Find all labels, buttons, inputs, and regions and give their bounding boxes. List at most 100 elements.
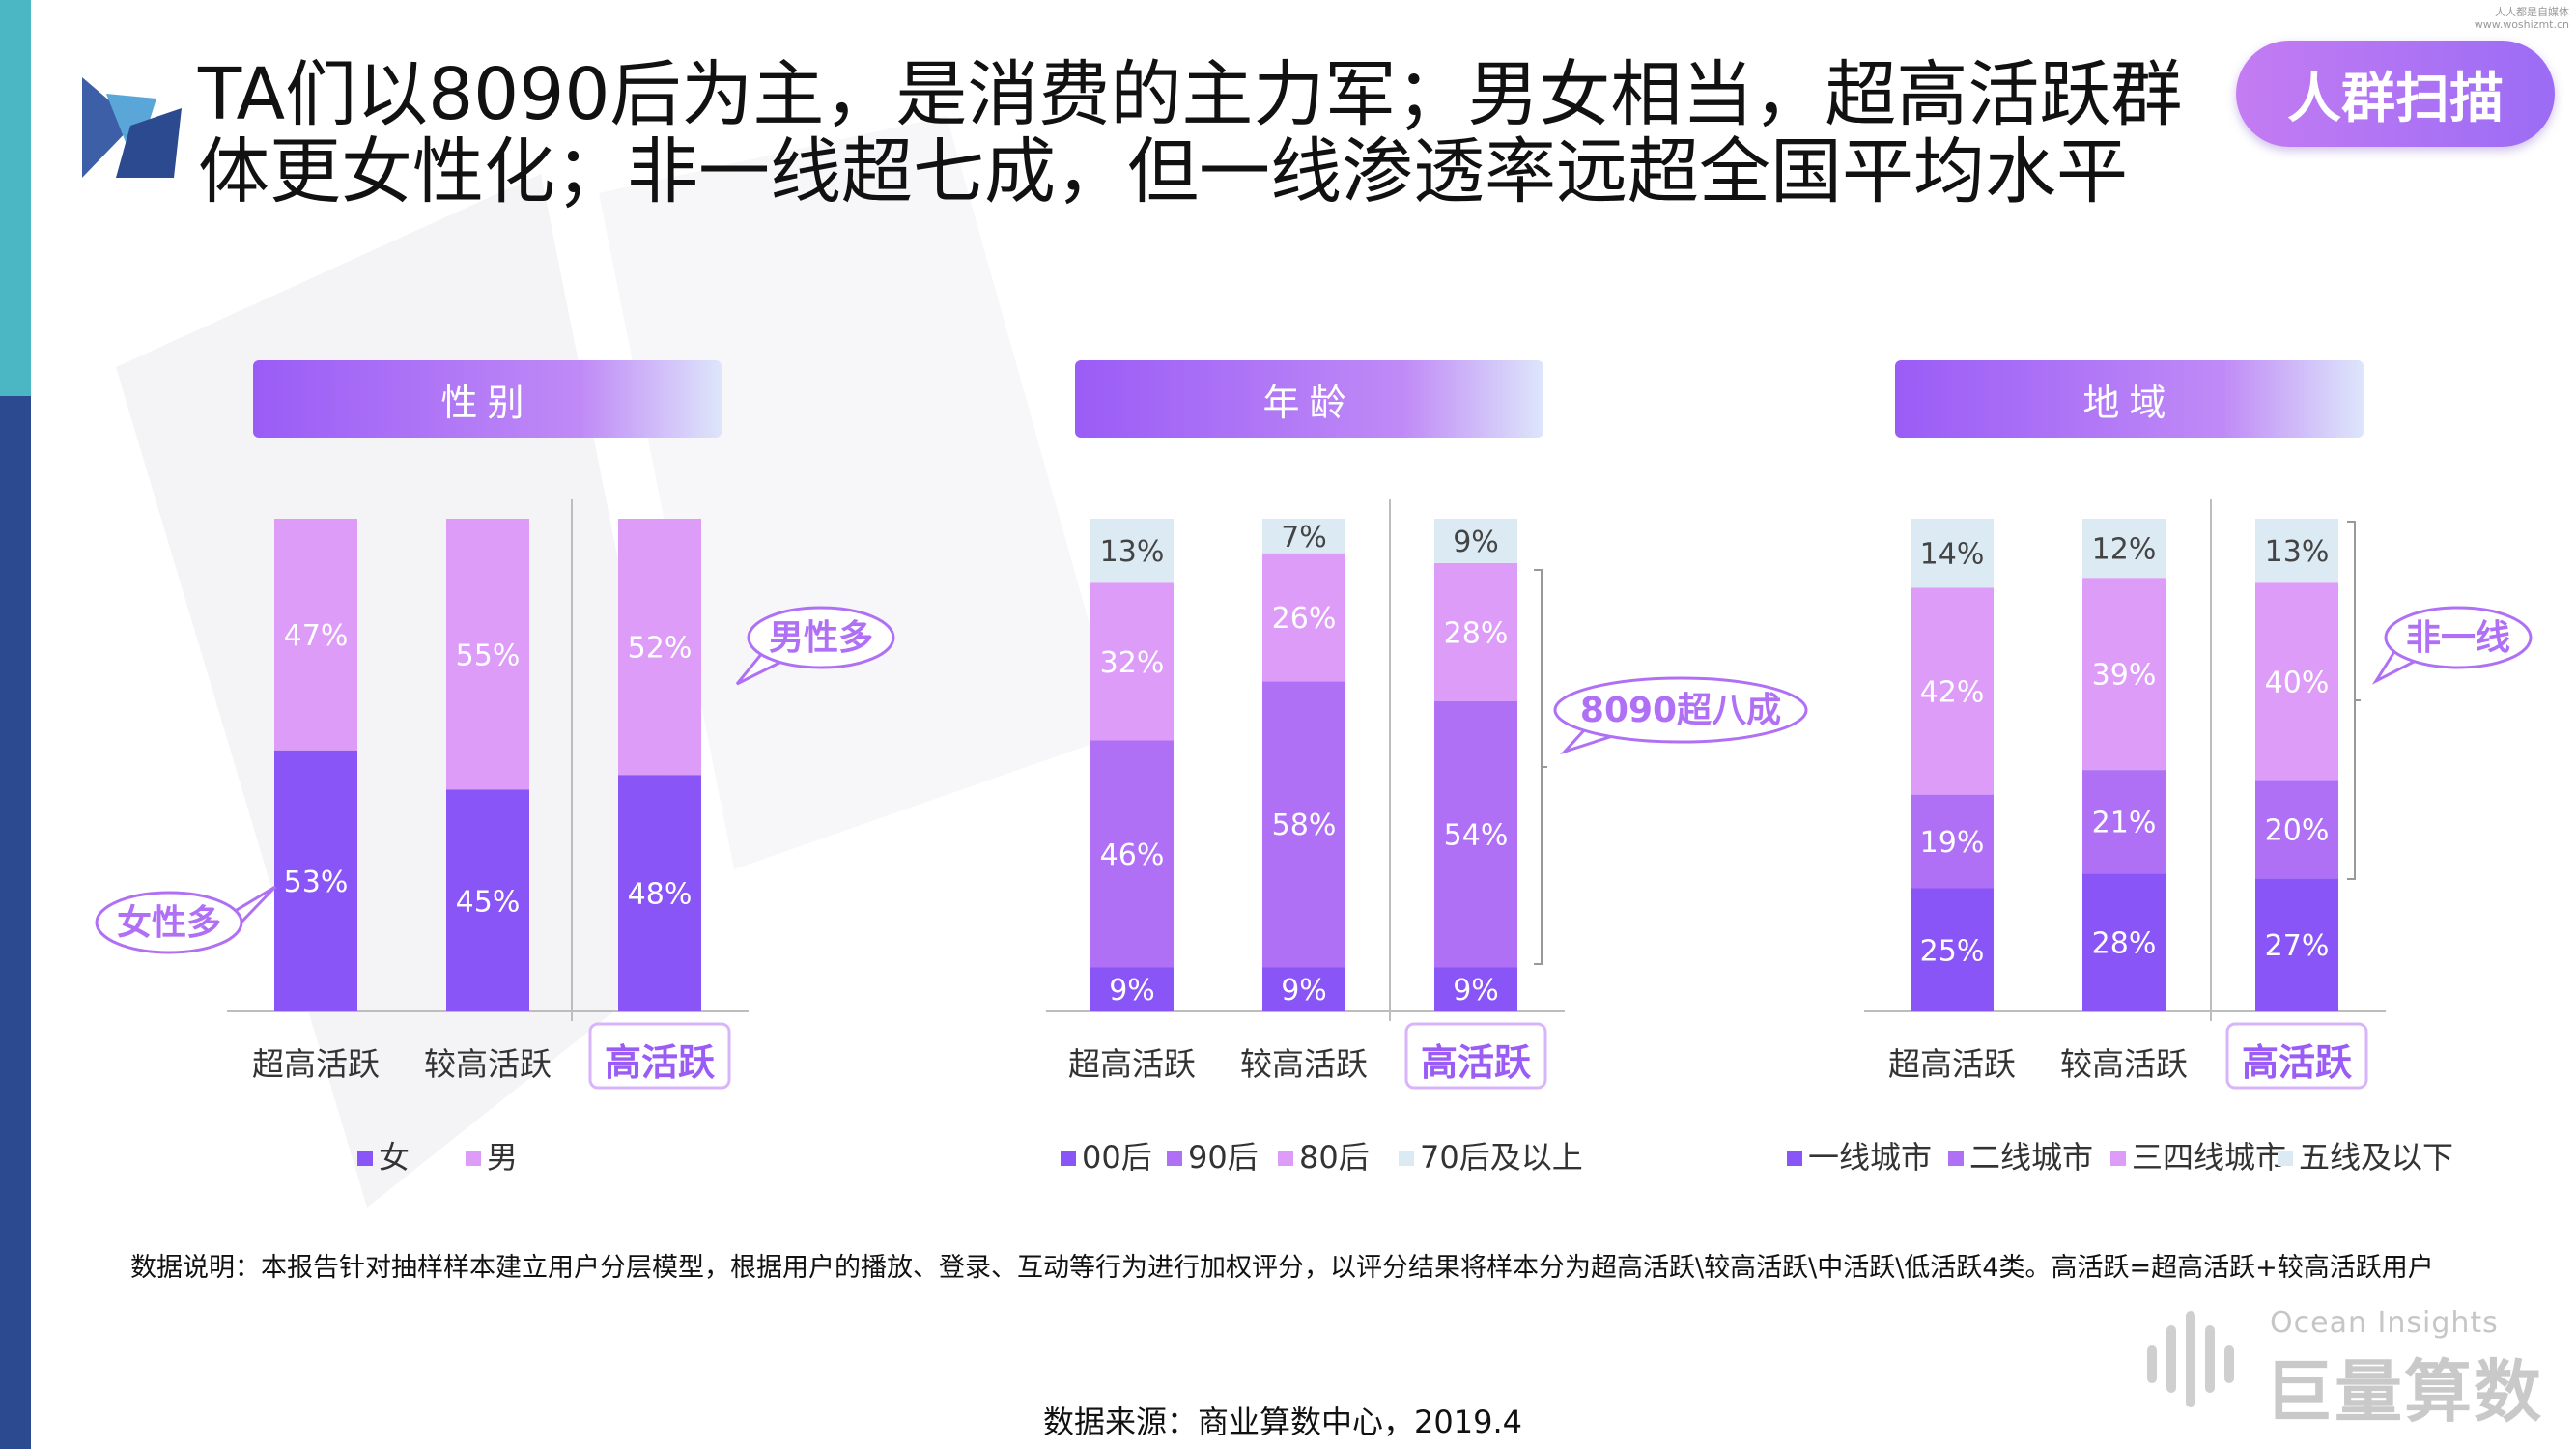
chart-region: 25% 19% 42% 14% 超高活跃 28% 21% 39% 12% 较高活跃 27% 20% 40… xyxy=(1787,499,2453,1176)
data-label: 42% xyxy=(1920,676,1985,710)
data-label: 58% xyxy=(1272,809,1337,842)
data-label: 46% xyxy=(1100,838,1165,872)
data-label: 54% xyxy=(1444,818,1509,852)
legend-label: 一线城市 xyxy=(1808,1139,1932,1176)
panel-header-age: 年龄 xyxy=(1075,360,1543,438)
data-label: 20% xyxy=(2265,813,2330,847)
bar-segment xyxy=(274,750,357,1011)
category-tick-label: 高活跃 xyxy=(2242,1041,2353,1084)
watermark-line2: www.woshizmt.cn xyxy=(2474,18,2569,31)
data-note: 数据说明：本报告针对抽样样本建立用户分层模型，根据用户的播放、登录、互动等行为进… xyxy=(130,1253,2434,1283)
bar-segment xyxy=(1090,582,1174,741)
legend-swatch xyxy=(1787,1151,1802,1166)
highlight-category-box xyxy=(2225,1022,2368,1090)
legend-label: 70后及以上 xyxy=(1420,1139,1583,1176)
data-label: 53% xyxy=(284,866,349,899)
category-tick-label: 超高活跃 xyxy=(1888,1045,2016,1083)
data-label: 9% xyxy=(1453,974,1499,1008)
bar-segment xyxy=(2082,770,2166,874)
legend-label: 女 xyxy=(379,1139,410,1176)
legend-swatch xyxy=(1278,1151,1293,1166)
bar-segment xyxy=(446,519,529,790)
data-label: 55% xyxy=(456,639,521,672)
bar-segment xyxy=(1434,562,1517,701)
data-label: 21% xyxy=(2092,807,2157,840)
panel-header-gender: 性别 xyxy=(253,360,722,438)
callout-female-more: 女性多 xyxy=(95,885,277,954)
category-tick-label: 高活跃 xyxy=(1421,1041,1532,1084)
bar-segment xyxy=(1262,519,1345,554)
legend-label: 五线及以下 xyxy=(2299,1139,2453,1176)
bar-segment xyxy=(618,519,701,776)
left-accent-strip-top xyxy=(0,0,31,396)
watermark-line1: 人人都是自媒体 xyxy=(2495,6,2569,18)
data-label: 48% xyxy=(628,878,693,912)
bar-segment xyxy=(274,519,357,751)
callout-text: 女性多 xyxy=(117,903,221,943)
data-label: 28% xyxy=(2092,927,2157,961)
bar-segment xyxy=(1262,681,1345,968)
data-label: 27% xyxy=(2265,929,2330,963)
data-label: 39% xyxy=(2092,659,2157,693)
bar-segment xyxy=(2255,878,2338,1011)
callout-text: 男性多 xyxy=(769,618,873,658)
left-accent-strip-bottom xyxy=(0,396,31,1449)
bar-segment xyxy=(1911,587,1994,795)
ocean-insights-logo-icon xyxy=(2147,1311,2234,1407)
category-tick-label: 高活跃 xyxy=(605,1041,716,1084)
callout-male-more: 男性多 xyxy=(735,606,895,686)
data-label: 9% xyxy=(1453,526,1499,559)
callout-text: 非一线 xyxy=(2406,618,2510,658)
bar-segment xyxy=(2082,519,2166,579)
callout-non-tier1: 非一线 xyxy=(2371,606,2533,685)
data-label: 13% xyxy=(1100,535,1165,569)
chart-age: 9% 46% 32% 13% 超高活跃 9% 58% 26% 7% 较高活跃 9% 54% 28% 9% 高… xyxy=(1046,499,1583,1176)
section-badge: 人群扫描 xyxy=(2236,41,2555,147)
page-title: TA们以8090后为主，是消费的主力军；男女相当，超高活跃群 体更女性化；非一线… xyxy=(198,53,2183,213)
data-label: 19% xyxy=(1920,826,1985,860)
legend-label: 二线城市 xyxy=(1969,1139,2093,1176)
category-tick-label: 较高活跃 xyxy=(1240,1045,1368,1083)
data-label: 13% xyxy=(2265,535,2330,569)
bracket-non-tier1 xyxy=(2347,521,2361,880)
legend-swatch xyxy=(1061,1151,1076,1166)
logo-text-chinese: 巨量算数 xyxy=(2265,1352,2543,1432)
bar-segment xyxy=(1434,519,1517,563)
data-label: 12% xyxy=(2092,533,2157,567)
bar-segment xyxy=(1911,794,1994,889)
bar-segment xyxy=(2082,578,2166,771)
data-label: 14% xyxy=(1920,538,1985,572)
legend-swatch xyxy=(1399,1151,1414,1166)
category-tick-label: 超高活跃 xyxy=(1068,1045,1196,1083)
data-label: 40% xyxy=(2265,666,2330,699)
category-tick-label: 较高活跃 xyxy=(424,1045,552,1083)
data-label: 47% xyxy=(284,619,349,653)
bar-segment xyxy=(2255,780,2338,879)
data-label: 52% xyxy=(628,632,693,666)
data-label: 45% xyxy=(456,885,521,919)
callout-text: 8090超八成 xyxy=(1580,691,1781,730)
data-source: 数据来源：商业算数中心，2019.4 xyxy=(1043,1404,1522,1440)
data-label: 32% xyxy=(1100,646,1165,680)
legend-label: 00后 xyxy=(1082,1139,1152,1176)
legend-swatch xyxy=(357,1151,373,1166)
highlight-category-box xyxy=(588,1022,731,1090)
panel-header-region: 地域 xyxy=(1895,360,2364,438)
legend-label: 三四线城市 xyxy=(2132,1139,2286,1176)
brand-logo-icon xyxy=(82,77,182,178)
legend-swatch xyxy=(2278,1151,2293,1166)
data-label: 25% xyxy=(1920,934,1985,968)
bracket-8090 xyxy=(1534,569,1547,965)
bar-segment xyxy=(618,775,701,1011)
bar-segment xyxy=(446,789,529,1011)
bar-segment xyxy=(1090,967,1174,1011)
bar-segment xyxy=(1090,740,1174,968)
data-label: 9% xyxy=(1281,974,1327,1008)
data-label: 7% xyxy=(1281,521,1327,554)
top-watermark: 人人都是自媒体 www.woshizmt.cn xyxy=(2463,6,2569,31)
legend-swatch xyxy=(1167,1151,1182,1166)
bar-segment xyxy=(1911,519,1994,588)
legend-swatch xyxy=(466,1151,481,1166)
